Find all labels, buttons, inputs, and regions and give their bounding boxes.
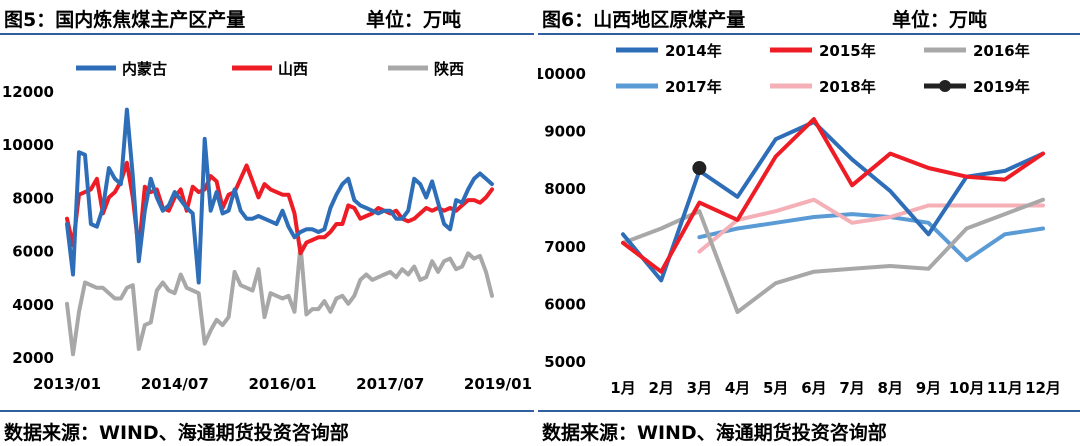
left-chart-panel: 图5：国内炼焦煤主产区产量 单位：万吨 12000 10000 8000 6000 40… [0, 0, 534, 446]
series-line-2015年 [621, 117, 1045, 274]
legend-label: 内蒙古 [122, 60, 167, 78]
x-tick-label: 2016/01 [248, 375, 316, 393]
x-tick-label: 8月 [878, 379, 903, 397]
series-line-2 [65, 160, 494, 256]
x-tick-label: 5月 [763, 379, 788, 397]
x-tick-label: 11月 [987, 379, 1023, 397]
left-line-chart: 12000 10000 8000 6000 4000 2000 2013/01 2014/07… [2, 60, 532, 393]
y-tick-label: 8000 [12, 189, 54, 207]
y-tick-label: 10000 [2, 136, 54, 154]
x-tick-label: 12月 [1025, 379, 1061, 397]
series-line-2017年 [697, 212, 1045, 263]
x-tick-label: 7月 [839, 379, 864, 397]
left-chart-header: 图5：国内炼焦煤主产区产量 单位：万吨 [0, 0, 534, 34]
y-tick-label: 10000 [538, 65, 586, 83]
y-tick-label: 9000 [544, 123, 586, 141]
x-tick-label: 6月 [801, 379, 826, 397]
legend-label: 2018年 [819, 78, 876, 96]
y-tick-label: 12000 [2, 83, 54, 101]
legend-label: 陕西 [434, 60, 464, 78]
series-line-2014年 [621, 120, 1045, 283]
y-tick-label: 5000 [544, 353, 586, 371]
legend-label: 2017年 [665, 78, 722, 96]
right-line-chart: 10000 9000 8000 7000 6000 5000 1月 2月 3月 4月 5月 6月 7月 8… [538, 42, 1061, 397]
left-header-rule [0, 33, 534, 35]
legend-marker [939, 80, 951, 92]
x-tick-label: 2月 [648, 379, 673, 397]
y-tick-label: 6000 [12, 243, 54, 261]
left-chart-title: 图5：国内炼焦煤主产区产量 [4, 9, 246, 31]
left-footer-rule [0, 410, 534, 412]
y-tick-label: 2000 [12, 349, 54, 367]
right-header-rule [538, 33, 1080, 35]
right-chart-panel: 图6：山西地区原煤产量 单位：万吨 10000 9000 8000 7000 6000 5… [538, 0, 1080, 446]
y-tick-label: 6000 [544, 295, 586, 313]
series-point-2019 [692, 161, 707, 176]
left-chart-unit: 单位：万吨 [366, 9, 462, 31]
right-chart-source: 数据来源：WIND、海通期货投资咨询部 [542, 422, 887, 444]
x-tick-label: 9月 [916, 379, 941, 397]
right-footer-rule [538, 410, 1080, 412]
legend-label: 2014年 [665, 42, 722, 60]
left-chart-source: 数据来源：WIND、海通期货投资咨询部 [4, 422, 349, 444]
x-tick-label: 4月 [725, 379, 750, 397]
right-chart-unit: 单位：万吨 [892, 9, 988, 31]
x-tick-label: 2019/01 [464, 375, 532, 393]
series-line-2018年 [697, 197, 1045, 254]
y-tick-label: 8000 [544, 180, 586, 198]
legend-label: 山西 [278, 60, 308, 78]
y-tick-label: 4000 [12, 296, 54, 314]
series-line-3 [65, 243, 494, 357]
right-chart-header: 图6：山西地区原煤产量 单位：万吨 [538, 0, 1080, 34]
legend-label: 2019年 [973, 78, 1030, 96]
right-chart-title: 图6：山西地区原煤产量 [542, 9, 746, 31]
x-tick-label: 3月 [687, 379, 712, 397]
legend-label: 2015年 [819, 42, 876, 60]
legend-label: 2016年 [973, 42, 1030, 60]
x-tick-label: 10月 [949, 379, 985, 397]
y-tick-label: 7000 [544, 238, 586, 256]
x-tick-label: 2014/07 [141, 375, 209, 393]
x-tick-label: 2013/01 [33, 375, 101, 393]
x-tick-label: 1月 [610, 379, 635, 397]
x-tick-label: 2017/07 [356, 375, 424, 393]
series-line-1 [65, 107, 494, 285]
